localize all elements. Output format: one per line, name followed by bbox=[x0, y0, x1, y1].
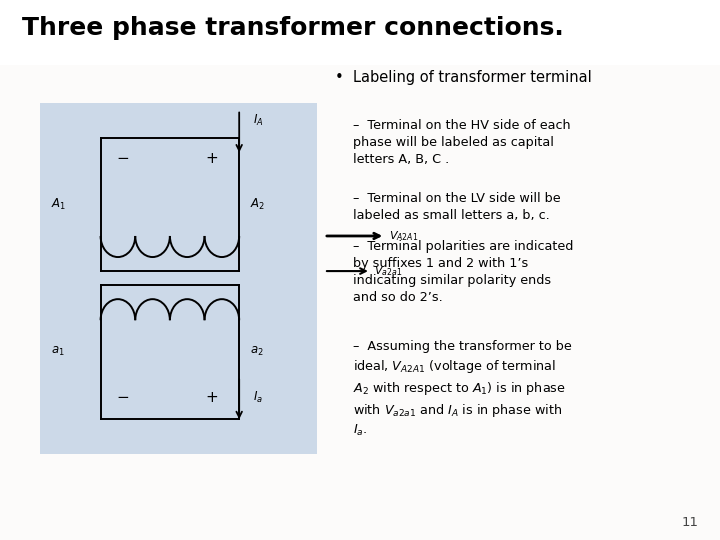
Text: $A_2$: $A_2$ bbox=[251, 197, 266, 212]
Bar bbox=[0, 65, 720, 540]
Text: Three phase transformer connections.: Three phase transformer connections. bbox=[22, 16, 563, 40]
Text: –  Terminal polarities are indicated
by suffixes 1 and 2 with 1’s
indicating sim: – Terminal polarities are indicated by s… bbox=[353, 240, 573, 305]
Text: –  Assuming the transformer to be
ideal, $V_{A2A1}$ (voltage of terminal
$A_2$ w: – Assuming the transformer to be ideal, … bbox=[353, 340, 572, 438]
Bar bbox=[40, 103, 317, 454]
Text: $a_2$: $a_2$ bbox=[251, 345, 264, 359]
Text: $V_{a2a1}$: $V_{a2a1}$ bbox=[374, 264, 402, 278]
Text: −: − bbox=[117, 151, 129, 166]
Text: $A_1$: $A_1$ bbox=[50, 197, 66, 212]
Text: −: − bbox=[117, 390, 129, 405]
Text: +: + bbox=[205, 151, 218, 166]
Text: –  Terminal on the HV side of each
phase will be labeled as capital
letters A, B: – Terminal on the HV side of each phase … bbox=[353, 119, 570, 166]
Text: $V_{A2A1}$: $V_{A2A1}$ bbox=[389, 229, 418, 243]
Text: 11: 11 bbox=[681, 516, 698, 529]
Text: $a_1$: $a_1$ bbox=[50, 345, 64, 359]
Text: •  Labeling of transformer terminal: • Labeling of transformer terminal bbox=[335, 70, 592, 85]
Text: $I_A$: $I_A$ bbox=[253, 113, 264, 127]
Text: –  Terminal on the LV side will be
labeled as small letters a, b, c.: – Terminal on the LV side will be labele… bbox=[353, 192, 560, 222]
Text: +: + bbox=[205, 390, 218, 405]
Text: $I_a$: $I_a$ bbox=[253, 390, 263, 405]
